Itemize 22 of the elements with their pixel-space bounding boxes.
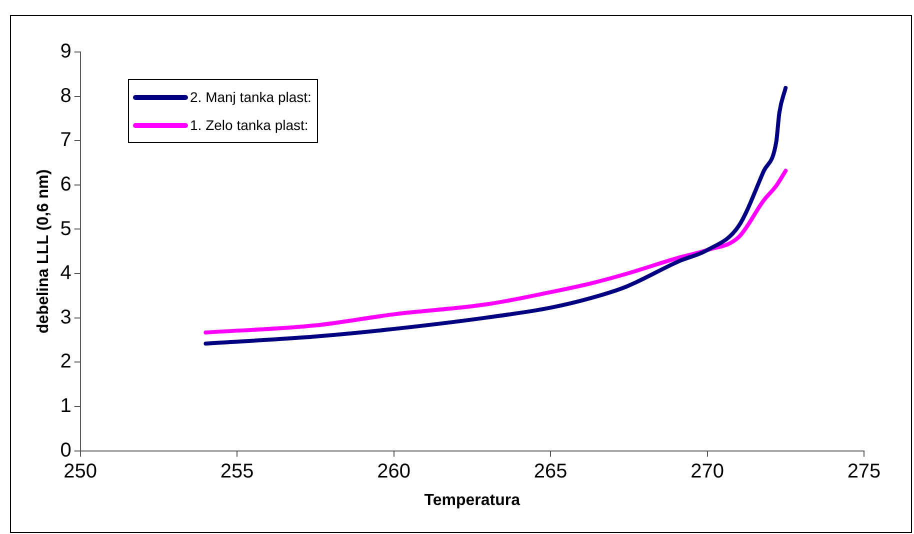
y-tick-label: 9 [60,40,72,63]
y-axis-title: debelina LLL (0,6 nm) [35,169,52,334]
x-tick-label: 275 [847,460,881,482]
x-tick-label: 255 [220,460,254,482]
x-tick-label: 270 [690,460,724,482]
x-tick-label: 250 [64,460,98,482]
x-axis-title: Temperatura [424,492,520,509]
line-series [204,168,788,334]
y-tick-label: 4 [60,262,72,284]
x-tick-label: 260 [377,460,410,482]
y-tick-label: 0 [60,439,72,462]
legend-label: 1. Zelo tanka plast: [190,117,308,133]
y-tick-label: 5 [60,218,72,240]
y-tick-label: 8 [60,84,72,107]
y-tick-label: 7 [60,129,72,152]
x-tick-label: 265 [534,460,568,482]
legend-label: 2. Manj tanka plast: [190,89,312,105]
y-tick-label: 6 [60,173,72,196]
y-tick-label: 2 [60,350,72,373]
y-tick-label: 3 [60,306,72,328]
y-tick-label: 1 [60,395,72,418]
line-series [204,86,788,346]
